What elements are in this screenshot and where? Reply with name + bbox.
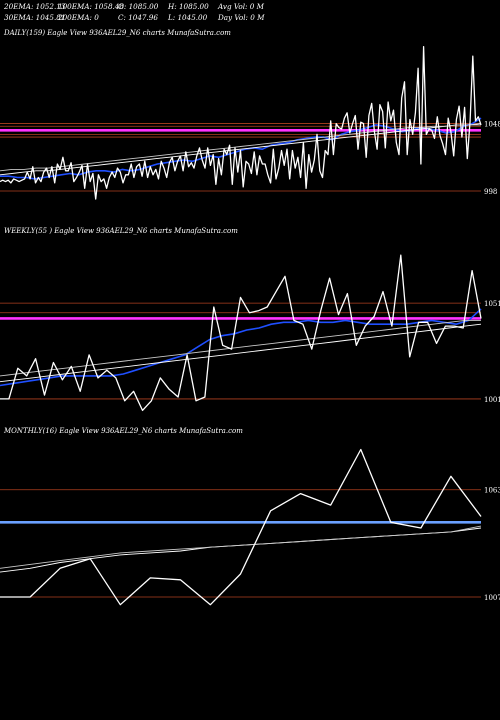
monthly-price-line [0,448,482,606]
weekly-ema-line-white [0,323,482,383]
monthly-y-tick-label: 1063 [484,487,500,495]
daily-panel: 1048 998 [0,46,500,200]
daily-y-tick-label: 998 [484,188,497,196]
weekly-ema-line-grey [0,319,481,377]
weekly-price-line [0,254,482,412]
monthly-panel-title: MONTHLY(16) Eagle View 936AEL29_N6 chart… [3,427,243,435]
monthly-ema-line-grey [0,525,482,569]
monthly-panel: 1063 1007 [0,448,500,606]
daily-price-line [0,46,482,200]
close-stat: C: 1047.96 [118,13,158,22]
weekly-y-tick-label: 1051 [484,300,500,308]
monthly-y-tick-label: 1007 [484,594,500,602]
header-stats: 20EMA: 1052.13 100EMA: 1058.48 O: 1085.0… [3,2,265,22]
daily-ema-line-white [0,123,482,176]
day-vol-stat: Day Vol: 0 M [217,13,265,22]
ema30-stat: 30EMA: 1045.81 [4,13,65,22]
low-stat: L: 1045.00 [167,13,208,22]
daily-panel-title: DAILY(159) Eagle View 936AEL29_N6 charts… [3,29,231,37]
weekly-ema-line-blue [0,308,482,387]
high-stat: H: 1085.00 [167,2,209,11]
ema20-stat: 20EMA: 1052.13 [3,2,66,11]
daily-y-tick-label: 1048 [484,121,500,129]
weekly-panel-title: WEEKLY(55 ) Eagle View 936AEL29_N6 chart… [4,227,238,235]
ema100-stat: 100EMA: 1058.48 [58,2,124,11]
weekly-panel: 1051 1001 [0,254,500,412]
ema200-stat: 200EMA: 0 [57,13,99,22]
avg-vol-stat: Avg Vol: 0 M [217,2,265,11]
weekly-y-tick-label: 1001 [484,396,500,404]
open-stat: O: 1085.00 [118,2,159,11]
